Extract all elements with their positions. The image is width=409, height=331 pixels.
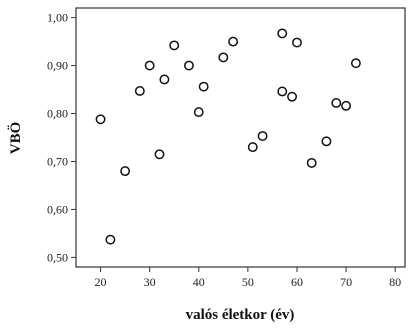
y-tick-label: 0,80 [47, 107, 68, 121]
data-point [341, 100, 352, 111]
data-point [218, 52, 229, 63]
data-point [183, 60, 194, 71]
data-point [292, 37, 302, 48]
x-tick-label: 70 [340, 275, 352, 289]
data-point [193, 107, 204, 118]
data-point [159, 74, 170, 85]
data-point [331, 98, 342, 108]
y-axis-title: VBÖ [7, 122, 24, 155]
x-tick-label: 20 [95, 275, 107, 289]
data-point [257, 131, 268, 142]
x-tick-label: 60 [291, 275, 303, 289]
x-tick-label: 40 [193, 275, 205, 289]
data-point [198, 81, 209, 92]
data-point [306, 157, 317, 168]
y-tick-label: 0,60 [47, 202, 68, 216]
plot-area-frame [75, 7, 406, 268]
x-axis-title: valós életkor (év) [186, 307, 295, 323]
y-tick-label: 1,00 [47, 11, 68, 25]
y-tick-label: 0,50 [47, 250, 68, 264]
data-point [120, 166, 131, 177]
data-point [169, 40, 180, 51]
data-point [105, 234, 116, 245]
data-point [134, 86, 145, 96]
data-point [247, 142, 258, 153]
data-point [350, 58, 361, 69]
y-axis-ticks: 0,50 0,60 0,70 0,80 0,90 1,00 [47, 11, 76, 264]
y-tick-label: 0,70 [47, 154, 68, 168]
data-point [321, 136, 332, 147]
x-tick-label: 80 [389, 275, 401, 289]
data-point [154, 149, 165, 160]
x-tick-label: 50 [242, 275, 254, 289]
data-point [277, 28, 288, 39]
data-point [144, 60, 155, 71]
x-tick-label: 30 [144, 275, 156, 289]
x-axis-ticks: 20 30 40 50 60 70 80 [95, 267, 401, 289]
y-tick-label: 0,90 [47, 59, 68, 73]
data-point [277, 86, 288, 97]
data-point [95, 114, 106, 125]
data-points [95, 28, 361, 245]
data-point [287, 91, 298, 102]
data-point [228, 36, 239, 47]
